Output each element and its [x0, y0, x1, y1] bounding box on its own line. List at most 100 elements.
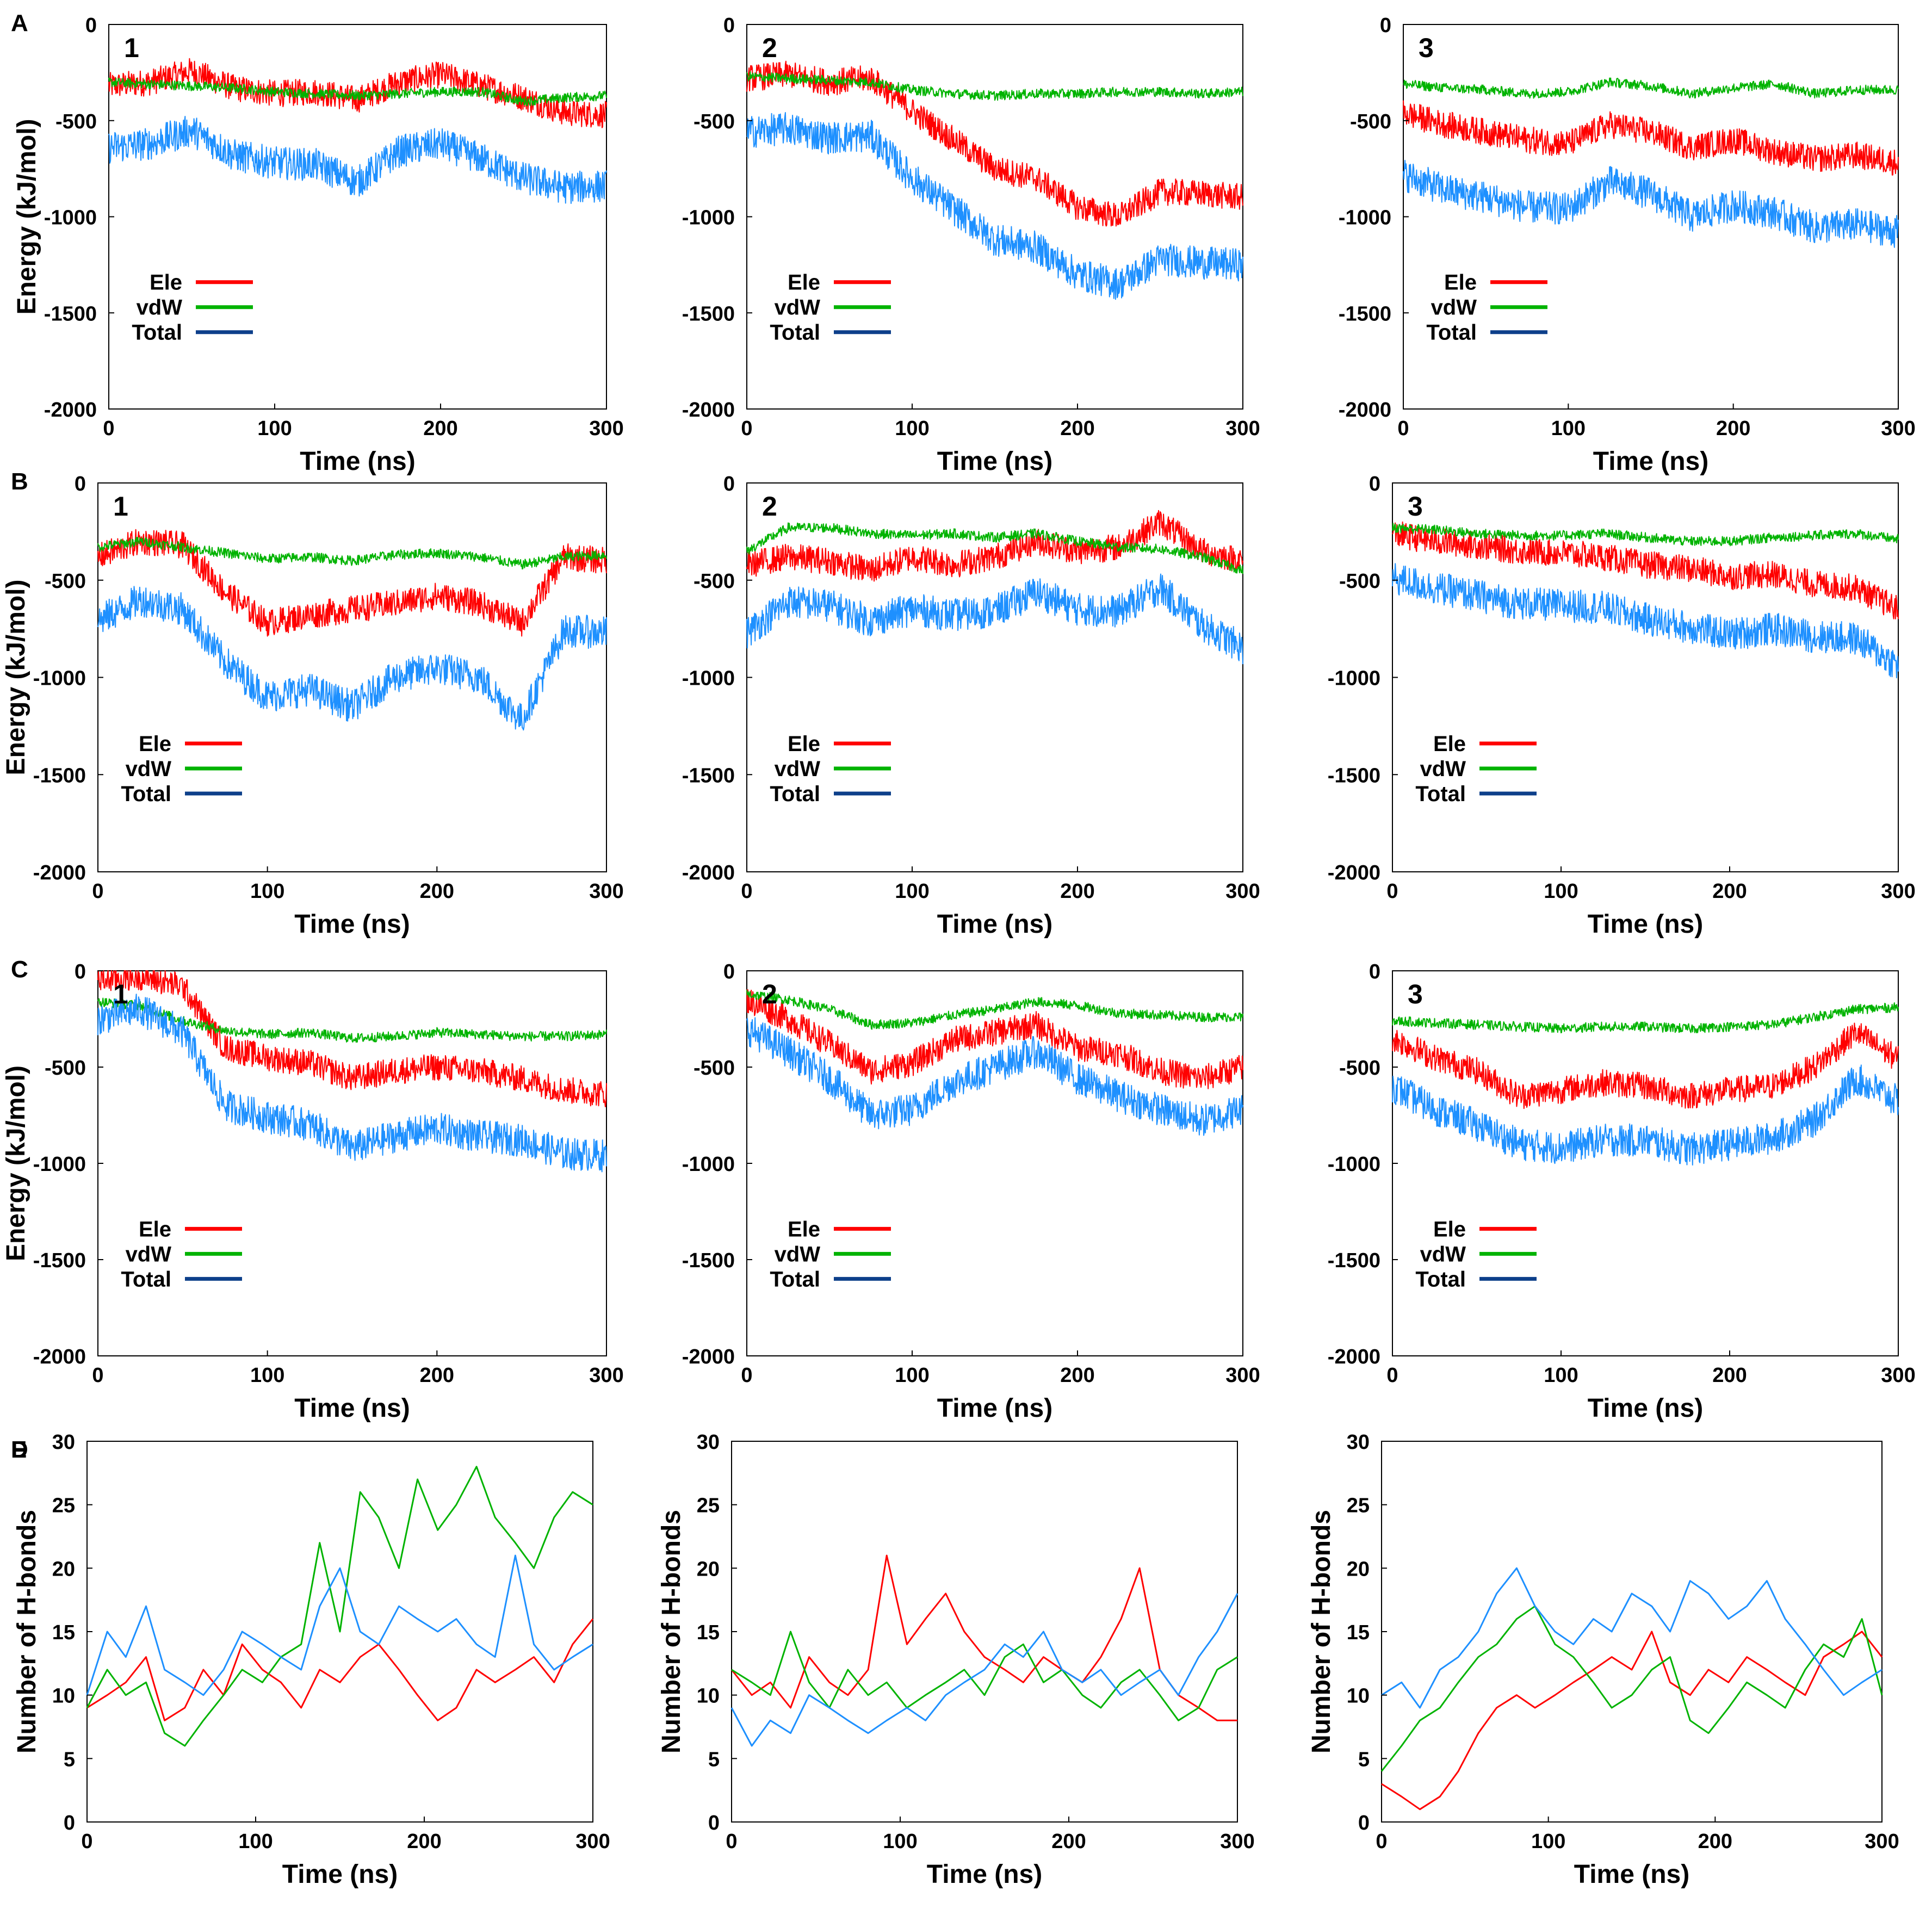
panel-a2-xtick-label: 100 [895, 417, 929, 440]
panel-b1-ytick-label: -1500 [33, 764, 86, 787]
panel-c3-xlabel: Time (ns) [1588, 1394, 1703, 1423]
panel-c2-xtick-label: 200 [1060, 1364, 1094, 1387]
panel-b1-panel-letter: B [11, 468, 28, 495]
panel-f-ylabel: Number of H-bonds [1307, 1510, 1336, 1753]
panel-c1-xtick-label: 100 [250, 1364, 284, 1387]
panel-c1-legend-label: vdW [126, 1242, 172, 1266]
panel-f-xtick-label: 300 [1865, 1830, 1899, 1853]
panel-d-panel-letter: D [11, 1436, 28, 1463]
panel-a3-ytick-label: -2000 [1339, 399, 1391, 422]
panel-b3-xtick-label: 300 [1881, 880, 1915, 903]
panel-b2-ytick-label: 0 [723, 473, 735, 495]
panel-e-series-3-line [730, 1593, 1239, 1747]
panel-f-panel-letter: F [11, 1436, 26, 1463]
panel-b2-ytick-label: -2000 [682, 861, 735, 884]
panel-c3-series-1-line [1392, 1022, 1899, 1110]
panel-b3-ytick-label: -1500 [1328, 764, 1380, 787]
panel-a1-xtick-label: 200 [423, 417, 457, 440]
panel-b1-ytick-label: -500 [45, 570, 86, 593]
panel-c3-xtick-label: 0 [1386, 1364, 1398, 1387]
panel-d-xtick-label: 200 [407, 1830, 441, 1853]
panel-e-frame [731, 1441, 1238, 1823]
panel-b3-legend-label: vdW [1420, 757, 1466, 781]
panel-a2-ytick-label: -2000 [682, 399, 735, 422]
panel-c3-xtick-label: 300 [1881, 1364, 1915, 1387]
panel-f-xtick-label: 100 [1531, 1830, 1565, 1853]
panel-f-ytick-label: 30 [1347, 1431, 1370, 1454]
panel-b3-xtick-label: 100 [1544, 880, 1578, 903]
panel-f-series-2-line [1380, 1605, 1883, 1772]
panel-a3-ytick-label: -500 [1350, 110, 1391, 133]
panel-c3-ytick-label: -2000 [1328, 1346, 1380, 1368]
panel-c1-ytick-label: -500 [45, 1057, 86, 1080]
panel-a1-ylabel: Energy (kJ/mol) [13, 119, 41, 314]
panel-b3-series-2-line [1392, 523, 1899, 547]
panel-a3-ytick-label: -1000 [1339, 207, 1391, 230]
panel-a1-xtick-label: 100 [257, 417, 292, 440]
panel-d-xtick-label: 300 [575, 1830, 610, 1853]
panel-a2-xlabel: Time (ns) [937, 447, 1052, 476]
panel-d-series-2-line [86, 1466, 593, 1747]
panel-b3-legend-label: Total [1415, 782, 1466, 806]
panel-c1-xlabel: Time (ns) [294, 1394, 410, 1423]
panel-d-series-1-line [86, 1618, 594, 1721]
panel-a1-series-3-line [108, 116, 607, 204]
panel-a3-ytick-label: 0 [1380, 14, 1391, 37]
panel-f-ytick-label: 10 [1347, 1685, 1370, 1708]
panel-c2-ytick-label: -1000 [682, 1153, 735, 1176]
panel-b2-legend-label: vdW [775, 757, 821, 781]
panel-a1-xlabel: Time (ns) [300, 447, 415, 476]
panel-f-ytick-label: 5 [1358, 1748, 1370, 1771]
panel-c1-panel-letter: C [11, 956, 28, 983]
panel-a2-series-1-line [746, 60, 1243, 227]
panel-b3-series-3-line [1392, 563, 1899, 679]
panel-d-series-3-line [86, 1554, 593, 1696]
panel-e-xtick-label: 200 [1051, 1830, 1086, 1853]
panel-c3-xtick-label: 200 [1712, 1364, 1747, 1387]
panel-b2-panel-number: 2 [762, 491, 777, 522]
panel-b3-series-1-line [1392, 521, 1899, 619]
panel-f-ytick-label: 20 [1347, 1558, 1370, 1580]
panel-a3-xtick-label: 0 [1397, 417, 1409, 440]
panel-c1-ylabel: Energy (kJ/mol) [2, 1065, 30, 1261]
panel-f-ytick-label: 15 [1347, 1621, 1370, 1644]
panel-a3-xlabel: Time (ns) [1593, 447, 1708, 476]
panel-e-ytick-label: 15 [697, 1621, 720, 1644]
panel-d-ytick-label: 10 [52, 1685, 75, 1708]
panel-d-ytick-label: 15 [52, 1621, 75, 1644]
panel-b2-ytick-label: -500 [693, 570, 735, 593]
panel-c1-series-1-line [97, 970, 607, 1107]
panel-f-ytick-label: 25 [1347, 1495, 1370, 1517]
panel-a2-panel-number: 2 [762, 33, 777, 63]
panel-b3-panel-number: 3 [1408, 491, 1423, 522]
panel-e-xtick-label: 0 [726, 1830, 737, 1853]
panel-c2-legend-label: Ele [788, 1217, 820, 1241]
panel-a1-legend-label: Total [132, 321, 182, 345]
panel-b1-panel-number: 1 [113, 491, 128, 522]
panel-c3-frame [1392, 970, 1899, 1356]
panel-c2-ytick-label: 0 [723, 960, 735, 983]
panel-b2-xlabel: Time (ns) [937, 910, 1052, 939]
panel-a3-xtick-label: 100 [1551, 417, 1586, 440]
panel-e-ytick-label: 30 [697, 1431, 720, 1454]
panel-c1-series-3-line [97, 994, 607, 1173]
panel-a1-xtick-label: 0 [103, 417, 114, 440]
panel-c2-legend-label: vdW [775, 1242, 821, 1266]
panel-b1-ytick-label: -2000 [33, 861, 86, 884]
panel-b1-xtick-label: 0 [92, 880, 103, 903]
panel-f-series-3-line [1381, 1567, 1883, 1709]
panel-e-series-2-line [731, 1631, 1238, 1721]
panel-a1-panel-letter: A [11, 10, 28, 36]
panel-c3-legend-label: Ele [1433, 1217, 1466, 1241]
panel-c2-xlabel: Time (ns) [937, 1394, 1052, 1423]
panel-b3-ytick-label: 0 [1369, 473, 1380, 495]
panel-e-ytick-label: 20 [697, 1558, 720, 1580]
panel-c1-xtick-label: 0 [92, 1364, 103, 1387]
panel-b2-series-1-line [746, 510, 1243, 582]
panel-b1-series-3-line [97, 586, 607, 731]
panel-d-ytick-label: 30 [52, 1431, 75, 1454]
panel-a3-xtick-label: 200 [1716, 417, 1750, 440]
panel-e-ylabel: Number of H-bonds [657, 1510, 686, 1753]
panel-f-series-1-line [1381, 1631, 1883, 1811]
